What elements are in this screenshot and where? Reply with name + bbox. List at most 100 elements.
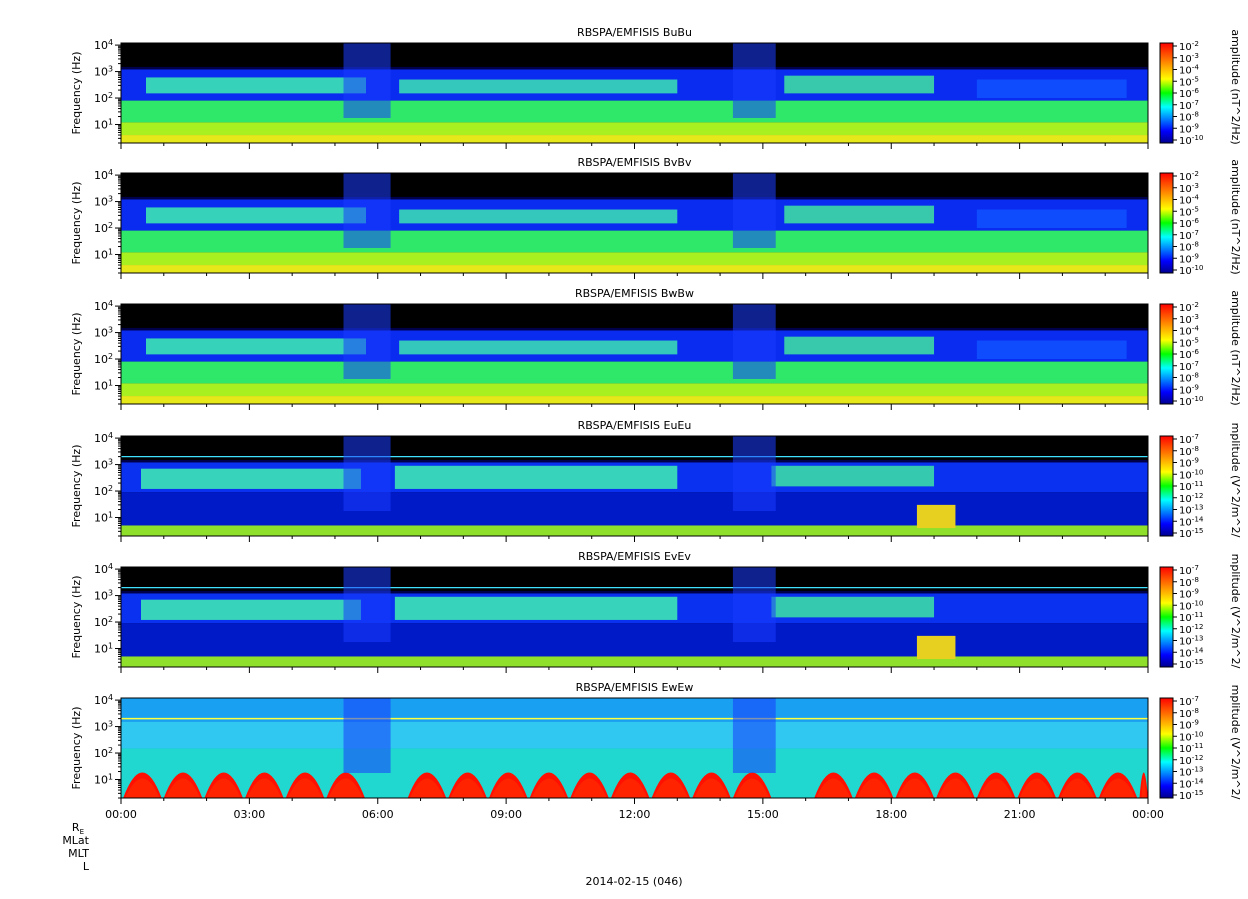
y-tick-label: 102: [94, 615, 113, 629]
x-tick-label: 06:00: [362, 808, 394, 821]
colorbar-tick-label: 10-8: [1179, 706, 1199, 720]
panel-title: RBSPA/EMFISIS EwEw: [576, 681, 694, 694]
colorbar-tick-label: 10-4: [1179, 324, 1199, 338]
y-axis-label: Frequency (Hz): [70, 576, 83, 659]
y-tick-label: 102: [94, 746, 113, 760]
panel-title: RBSPA/EMFISIS EuEu: [578, 419, 692, 432]
y-tick-label: 103: [94, 458, 113, 472]
colorbar-tick-label: 10-2: [1179, 39, 1199, 53]
y-tick-label: 101: [94, 772, 113, 786]
colorbar-tick-label: 10-11: [1179, 610, 1203, 624]
x-tick-label: 15:00: [747, 808, 779, 821]
colorbar-tick-label: 10-13: [1179, 634, 1203, 648]
y-axis-label: Frequency (Hz): [70, 52, 83, 135]
x-tick-label: 09:00: [490, 808, 522, 821]
colorbar-tick-label: 10-15: [1179, 788, 1203, 802]
panel-title: RBSPA/EMFISIS EvEv: [578, 550, 691, 563]
colorbar-tick-label: 10-8: [1179, 575, 1199, 589]
x-tick-label: 00:00: [105, 808, 137, 821]
colorbar-tick-label: 10-6: [1179, 347, 1199, 361]
y-tick-label: 103: [94, 65, 113, 79]
y-tick-label: 103: [94, 720, 113, 734]
colorbar-tick-label: 10-4: [1179, 63, 1199, 77]
colorbar-tick-label: 10-7: [1179, 359, 1199, 373]
colorbar-tick-label: 10-10: [1179, 729, 1204, 743]
colorbar-tick-label: 10-8: [1179, 110, 1199, 124]
colorbar-tick-label: 10-5: [1179, 204, 1199, 218]
colorbar-tick-label: 10-2: [1179, 300, 1199, 314]
colorbar-tick-label: 10-14: [1179, 776, 1204, 790]
y-tick-label: 104: [94, 38, 113, 52]
y-tick-label: 104: [94, 431, 113, 445]
colorbar-tick-label: 10-3: [1179, 312, 1199, 326]
y-axis-label: Frequency (Hz): [70, 313, 83, 396]
colorbar-tick-label: 10-9: [1179, 251, 1199, 265]
colorbar: [1159, 435, 1174, 537]
colorbar-tick-label: 10-10: [1179, 133, 1204, 147]
colorbar-label: mplitude (V^2/m^2/: [1229, 423, 1242, 538]
ephemeris-label-mlat: MLat: [62, 834, 89, 847]
colorbar-tick-label: 10-15: [1179, 657, 1203, 671]
ephemeris-label-l: L: [83, 860, 90, 873]
ephemeris-label-re: RE: [72, 821, 84, 836]
date-label: 2014-02-15 (046): [585, 875, 682, 888]
colorbar-tick-label: 10-10: [1179, 467, 1204, 481]
y-tick-label: 101: [94, 378, 113, 392]
colorbar: [1159, 172, 1174, 274]
colorbar-tick-label: 10-8: [1179, 240, 1199, 254]
y-axis-label: Frequency (Hz): [70, 445, 83, 528]
colorbar-tick-label: 10-12: [1179, 753, 1203, 767]
y-tick-label: 104: [94, 299, 113, 313]
y-tick-label: 103: [94, 589, 113, 603]
y-tick-label: 103: [94, 195, 113, 209]
colorbar-tick-label: 10-3: [1179, 181, 1199, 195]
panel-title: RBSPA/EMFISIS BwBw: [575, 287, 694, 300]
y-tick-label: 101: [94, 117, 113, 131]
time-axis: 00:00 03:00 06:00 09:00 12:00 15:00 18:00 21:00…: [105, 808, 1164, 821]
x-tick-label: 18:00: [875, 808, 907, 821]
x-tick-label: 21:00: [1004, 808, 1036, 821]
colorbar-label: amplitude (nT^2/Hz): [1229, 159, 1242, 274]
colorbar-tick-label: 10-4: [1179, 193, 1199, 207]
spectrogram-panel: RBSPA/EMFISIS BwBw Frequency (Hz) 104 103 10…: [70, 287, 1242, 410]
spectrogram-panel: RBSPA/EMFISIS EwEw Frequency (Hz) 104 103 10…: [70, 681, 1242, 804]
colorbar-tick-label: 10-15: [1179, 526, 1203, 540]
colorbar-tick-label: 10-5: [1179, 335, 1199, 349]
colorbar-tick-label: 10-9: [1179, 456, 1199, 470]
colorbar-tick-label: 10-14: [1179, 514, 1204, 528]
y-tick-label: 101: [94, 247, 113, 261]
colorbar-tick-label: 10-13: [1179, 765, 1203, 779]
y-tick-label: 104: [94, 562, 113, 576]
colorbar: [1159, 697, 1174, 799]
y-tick-label: 102: [94, 91, 113, 105]
spectrogram-panel: RBSPA/EMFISIS EuEu Frequency (Hz) 104 103 10…: [70, 419, 1242, 542]
y-axis-label: Frequency (Hz): [70, 182, 83, 265]
colorbar-tick-label: 10-7: [1179, 432, 1199, 446]
y-tick-label: 102: [94, 221, 113, 235]
colorbar-tick-label: 10-7: [1179, 228, 1199, 242]
y-axis-label: Frequency (Hz): [70, 707, 83, 790]
spectrogram-panel: RBSPA/EMFISIS BvBv Frequency (Hz) 104 103 10…: [70, 156, 1242, 279]
colorbar-tick-label: 10-8: [1179, 444, 1199, 458]
colorbar-tick-label: 10-6: [1179, 216, 1199, 230]
y-tick-label: 104: [94, 168, 113, 182]
colorbar: [1159, 42, 1174, 144]
colorbar-tick-label: 10-7: [1179, 98, 1199, 112]
colorbar-tick-label: 10-5: [1179, 74, 1199, 88]
y-tick-label: 101: [94, 510, 113, 524]
panel-title: RBSPA/EMFISIS BuBu: [577, 26, 692, 39]
y-tick-label: 103: [94, 326, 113, 340]
colorbar-tick-label: 10-11: [1179, 741, 1203, 755]
x-tick-label: 12:00: [619, 808, 651, 821]
panel-title: RBSPA/EMFISIS BvBv: [578, 156, 692, 169]
colorbar-tick-label: 10-9: [1179, 382, 1199, 396]
colorbar-tick-label: 10-11: [1179, 479, 1203, 493]
colorbar-tick-label: 10-14: [1179, 645, 1204, 659]
colorbar-tick-label: 10-10: [1179, 598, 1204, 612]
panels-group: RBSPA/EMFISIS BuBu Frequency (Hz) 104 103 10…: [70, 26, 1242, 804]
x-tick-label: 03:00: [234, 808, 266, 821]
colorbar-tick-label: 10-10: [1179, 394, 1204, 408]
colorbar-tick-label: 10-3: [1179, 51, 1199, 65]
ephemeris-label-mlt: MLT: [68, 847, 89, 860]
